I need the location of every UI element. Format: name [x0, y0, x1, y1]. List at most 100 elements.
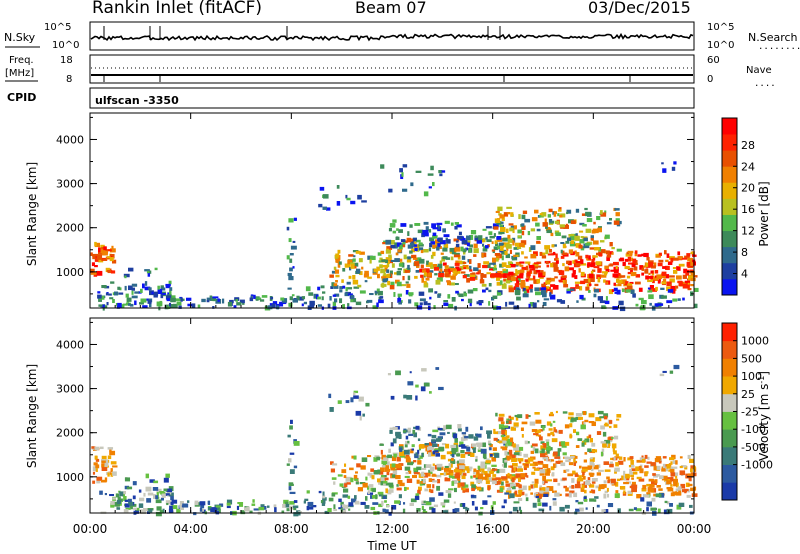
heatmap-cell [344, 483, 348, 488]
heatmap-cell [539, 251, 543, 256]
heatmap-cell [397, 297, 402, 303]
heatmap-cell [116, 507, 121, 510]
heatmap-cell [662, 266, 667, 269]
heatmap-cell [333, 285, 339, 289]
heatmap-cell [482, 500, 488, 505]
heatmap-cell [659, 475, 664, 480]
heatmap-cell [282, 298, 288, 303]
heatmap-cell [384, 475, 387, 478]
heatmap-cell [374, 293, 377, 296]
x-tick-label: 00:00 [677, 522, 712, 536]
heatmap-cell [163, 477, 169, 483]
heatmap-cell [641, 455, 644, 459]
heatmap-cell [639, 468, 644, 474]
heatmap-cell [121, 493, 125, 497]
heatmap-cell [359, 290, 366, 294]
heatmap-cell [92, 254, 98, 260]
heatmap-cell [481, 442, 487, 448]
heatmap-cell [561, 235, 567, 239]
heatmap-cell [522, 210, 528, 214]
heatmap-cell [615, 462, 619, 467]
heatmap-cell [452, 473, 456, 476]
heatmap-cell [445, 443, 450, 449]
heatmap-cell [548, 208, 553, 213]
heatmap-cell [354, 478, 359, 481]
heatmap-cell [406, 259, 412, 263]
heatmap-cell [373, 470, 379, 475]
heatmap-cell [369, 293, 374, 296]
heatmap-cell [385, 488, 388, 494]
heatmap-cell [540, 441, 545, 444]
heatmap-cell [345, 400, 350, 404]
heatmap-cell [575, 233, 578, 238]
heatmap-cell [609, 425, 612, 429]
heatmap-cell [525, 497, 529, 502]
heatmap-cell [289, 505, 295, 510]
heatmap-cell [497, 292, 502, 296]
heatmap-cell [352, 258, 356, 262]
heatmap-cell [664, 500, 668, 504]
heatmap-cell [495, 255, 500, 261]
heatmap-cell [492, 468, 498, 471]
heatmap-cell [662, 278, 667, 283]
heatmap-cell [556, 299, 563, 303]
heatmap-cell [171, 505, 178, 510]
heatmap-cell [378, 260, 381, 263]
heatmap-cell [358, 396, 364, 402]
heatmap-cell [672, 288, 676, 294]
heatmap-cell [551, 244, 555, 248]
heatmap-cell [131, 287, 136, 291]
heatmap-cell [562, 263, 565, 267]
heatmap-cell [102, 258, 107, 261]
heatmap-cell [506, 420, 512, 425]
heatmap-cell [542, 426, 545, 431]
heatmap-cell [410, 448, 414, 454]
heatmap-cell [428, 488, 431, 493]
heatmap-cell [354, 502, 360, 505]
heatmap-cell [274, 507, 277, 513]
heatmap-cell [417, 449, 420, 454]
heatmap-cell [494, 240, 498, 245]
heatmap-cell [402, 276, 405, 281]
heatmap-cell [346, 482, 351, 485]
heatmap-cell [512, 237, 516, 243]
power-ytick-label: 1000 [56, 266, 84, 279]
heatmap-cell [541, 290, 547, 295]
heatmap-cell [481, 283, 487, 287]
heatmap-cell [559, 506, 565, 512]
heatmap-cell [442, 247, 448, 252]
heatmap-cell [129, 505, 133, 510]
heatmap-cell [527, 263, 531, 266]
heatmap-cell [535, 495, 539, 499]
heatmap-cell [333, 283, 338, 287]
heatmap-cell [478, 511, 483, 516]
heatmap-cell [365, 496, 368, 501]
heatmap-cell [516, 277, 521, 282]
heatmap-cell [489, 268, 494, 271]
heatmap-cell [169, 302, 172, 308]
heatmap-cell [667, 487, 674, 492]
heatmap-cell [546, 479, 552, 482]
heatmap-cell [428, 288, 434, 293]
heatmap-cell [594, 283, 599, 287]
heatmap-cell [490, 505, 494, 510]
heatmap-cell [381, 454, 386, 460]
heatmap-cell [337, 249, 341, 254]
heatmap-cell [513, 422, 519, 427]
heatmap-cell [119, 491, 124, 497]
heatmap-cell [409, 502, 414, 507]
heatmap-cell [597, 227, 603, 233]
heatmap-cell [499, 468, 506, 473]
heatmap-cell [408, 294, 413, 297]
heatmap-cell [386, 246, 393, 250]
heatmap-cell [473, 243, 478, 248]
heatmap-cell [603, 279, 606, 283]
heatmap-cell [329, 407, 334, 412]
heatmap-cell [569, 433, 572, 439]
heatmap-cell [588, 290, 591, 293]
heatmap-cell [552, 498, 557, 501]
heatmap-cell [592, 228, 599, 234]
heatmap-cell [564, 504, 570, 509]
heatmap-cell [670, 285, 676, 290]
heatmap-cell [516, 271, 520, 274]
